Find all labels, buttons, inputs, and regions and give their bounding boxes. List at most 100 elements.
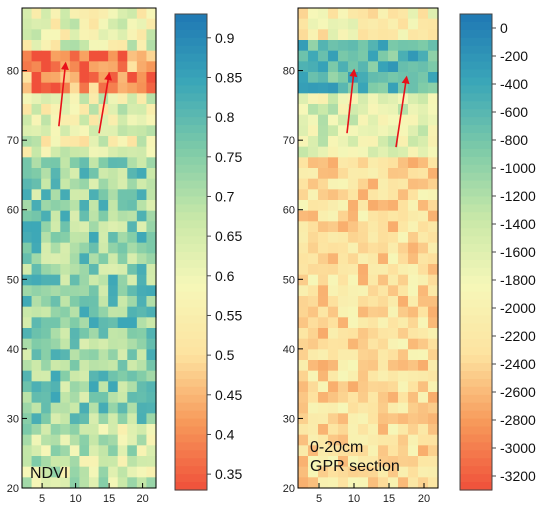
heatmap-cell bbox=[31, 114, 42, 126]
heatmap-cell bbox=[89, 285, 100, 297]
heatmap-cell bbox=[348, 253, 359, 265]
heatmap-cell bbox=[418, 413, 429, 425]
heatmap-cell bbox=[358, 8, 369, 20]
heatmap-cell bbox=[368, 381, 379, 393]
heatmap-cell bbox=[117, 370, 128, 382]
heatmap-cell bbox=[298, 413, 309, 425]
heatmap-cell bbox=[41, 253, 52, 265]
heatmap-cell bbox=[328, 424, 339, 436]
heatmap-cell bbox=[117, 93, 128, 105]
heatmap-cell bbox=[69, 392, 81, 404]
colorbar-segment bbox=[175, 117, 207, 126]
heatmap-cell bbox=[358, 328, 369, 340]
heatmap-cell bbox=[69, 200, 81, 212]
heatmap-cell bbox=[41, 18, 52, 30]
heatmap-cell bbox=[418, 136, 429, 148]
heatmap-cell bbox=[60, 82, 71, 94]
heatmap-cell bbox=[398, 264, 409, 276]
heatmap-cell bbox=[146, 136, 157, 148]
heatmap-cell bbox=[298, 360, 309, 372]
colorbar-tick-label: -3000 bbox=[500, 440, 536, 456]
heatmap-cell bbox=[378, 370, 389, 382]
heatmap-cell bbox=[358, 242, 369, 254]
heatmap-cell bbox=[368, 50, 379, 62]
heatmap-cell bbox=[368, 104, 379, 116]
heatmap-cell bbox=[398, 434, 409, 446]
colorbar-segment bbox=[175, 482, 207, 491]
heatmap-cell bbox=[398, 168, 409, 180]
colorbar-segment bbox=[460, 331, 492, 340]
heatmap-cell bbox=[408, 18, 419, 30]
heatmap-cell bbox=[117, 424, 128, 436]
colorbar-segment bbox=[175, 474, 207, 483]
heatmap-cell bbox=[136, 285, 148, 297]
heatmap-cell bbox=[127, 61, 138, 73]
heatmap-cell bbox=[146, 317, 157, 329]
colorbar-segment bbox=[175, 29, 207, 39]
heatmap-cell bbox=[127, 210, 138, 222]
colorbar-segment bbox=[460, 259, 492, 269]
heatmap-cell bbox=[136, 381, 148, 393]
heatmap-cell bbox=[41, 189, 52, 201]
heatmap-cell bbox=[60, 221, 71, 233]
colorbar-segment bbox=[460, 267, 492, 277]
heatmap-cell bbox=[41, 104, 52, 116]
colorbar-tick-label: 0.5 bbox=[215, 347, 235, 363]
heatmap-cell bbox=[358, 72, 369, 84]
heatmap-cell bbox=[41, 349, 52, 361]
y-tick-label: 30 bbox=[283, 413, 295, 425]
heatmap-cell bbox=[428, 50, 439, 62]
heatmap-cell bbox=[127, 392, 138, 404]
heatmap-cell bbox=[50, 18, 61, 30]
heatmap-cell bbox=[31, 360, 42, 372]
heatmap-cell bbox=[98, 50, 109, 62]
heatmap-cell bbox=[388, 413, 399, 425]
heatmap-cell bbox=[358, 296, 369, 308]
heatmap-cell bbox=[308, 136, 319, 148]
heatmap-cell bbox=[428, 402, 439, 414]
annotation-arrow bbox=[58, 61, 69, 127]
colorbar-segment bbox=[460, 148, 492, 158]
heatmap-cell bbox=[79, 157, 90, 169]
heatmap-cell bbox=[378, 274, 389, 286]
heatmap-cell bbox=[89, 18, 100, 30]
heatmap-cell bbox=[89, 413, 100, 425]
heatmap-cell bbox=[408, 40, 419, 52]
heatmap-cell bbox=[31, 50, 42, 62]
heatmap-cell bbox=[408, 434, 419, 446]
heatmap-cell bbox=[60, 232, 71, 244]
heatmap-cell bbox=[428, 61, 439, 73]
heatmap-cell bbox=[50, 285, 61, 297]
heatmap-cell bbox=[398, 125, 409, 137]
heatmap-cell bbox=[338, 50, 349, 62]
heatmap-cell bbox=[31, 477, 42, 489]
heatmap-cell bbox=[328, 40, 339, 52]
heatmap-cell bbox=[368, 264, 379, 276]
colorbar-segment bbox=[460, 458, 492, 467]
heatmap-cell bbox=[136, 157, 148, 169]
heatmap-cell bbox=[358, 370, 369, 382]
heatmap-cell bbox=[98, 168, 109, 180]
heatmap-cell bbox=[378, 18, 389, 30]
heatmap-cell bbox=[428, 338, 439, 350]
colorbar-segment bbox=[175, 148, 207, 158]
heatmap-cell bbox=[117, 72, 128, 84]
heatmap-cell bbox=[298, 349, 309, 361]
colorbar-tick-label: 0.45 bbox=[215, 387, 242, 403]
heatmap-cell bbox=[22, 381, 33, 393]
heatmap-cell bbox=[308, 264, 319, 276]
heatmap-cell bbox=[117, 392, 128, 404]
heatmap-cell bbox=[408, 402, 419, 414]
heatmap-cell bbox=[117, 434, 128, 446]
heatmap-cell bbox=[358, 381, 369, 393]
colorbar-segment bbox=[460, 77, 492, 86]
heatmap-cell bbox=[358, 40, 369, 52]
colorbar-segment bbox=[175, 426, 207, 436]
heatmap-cell bbox=[318, 29, 329, 41]
heatmap-cell bbox=[31, 285, 42, 297]
colorbar-segment bbox=[175, 458, 207, 467]
colorbar-segment bbox=[175, 252, 207, 261]
heatmap-cell bbox=[358, 338, 369, 350]
heatmap-cell bbox=[398, 189, 409, 201]
heatmap-cell bbox=[398, 328, 409, 340]
